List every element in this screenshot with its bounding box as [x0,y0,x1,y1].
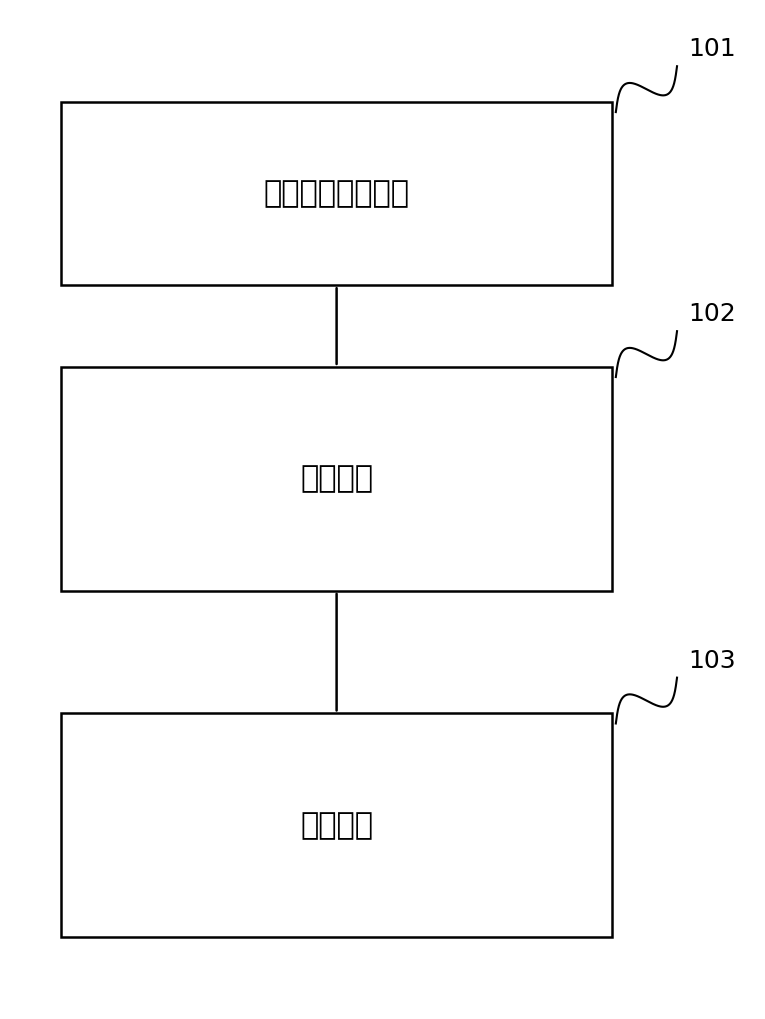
Text: 阻塞矩阵构造模块: 阻塞矩阵构造模块 [264,179,409,208]
FancyBboxPatch shape [61,367,612,591]
FancyBboxPatch shape [61,102,612,285]
Text: 103: 103 [688,648,736,673]
Text: 101: 101 [688,37,736,61]
Text: 102: 102 [688,302,736,326]
Text: 抑制模块: 抑制模块 [300,811,373,840]
Text: 计算模块: 计算模块 [300,465,373,493]
FancyBboxPatch shape [61,713,612,937]
